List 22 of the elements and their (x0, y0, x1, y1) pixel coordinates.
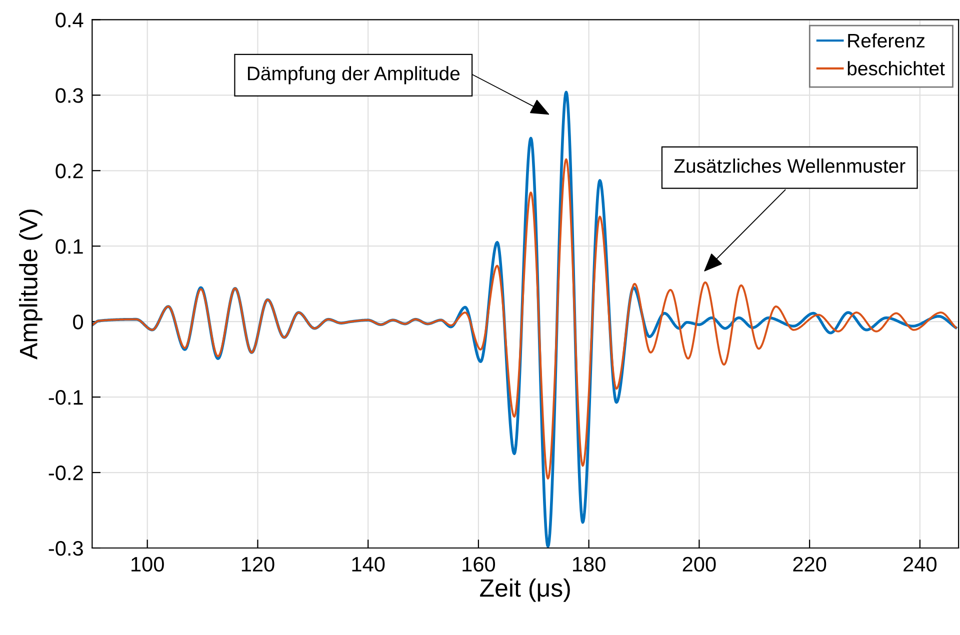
x-tick-label: 140 (352, 556, 385, 572)
x-axis-title: Zeit (μs) (480, 578, 570, 602)
annotation: Dämpfung der Amplitude (248, 66, 460, 84)
x-tick-label: 200 (682, 556, 716, 572)
x-tick-label: 220 (793, 556, 826, 572)
x-tick-label: 100 (132, 556, 164, 572)
legend-label: beschichtet (848, 61, 945, 76)
y-axis-title: Amplitude (V) (19, 210, 42, 360)
y-tick-label: 0.1 (56, 239, 83, 254)
legend-label: Referenz (848, 33, 925, 48)
y-tick-label: 0 (73, 314, 84, 330)
x-tick-label: 180 (573, 556, 606, 572)
annotation: Zusätzliches Wellenmuster (674, 158, 906, 173)
y-tick-label: -0.1 (48, 390, 83, 405)
x-tick-label: 160 (462, 556, 496, 572)
y-tick-label: 0.2 (56, 164, 83, 178)
y-tick-label: 0.3 (56, 88, 83, 103)
x-tick-label: 120 (242, 556, 274, 572)
y-tick-label: -0.2 (48, 466, 83, 480)
y-tick-label: 0.4 (56, 12, 84, 28)
y-tick-label: -0.3 (48, 541, 83, 556)
x-tick-label: 240 (904, 556, 936, 572)
